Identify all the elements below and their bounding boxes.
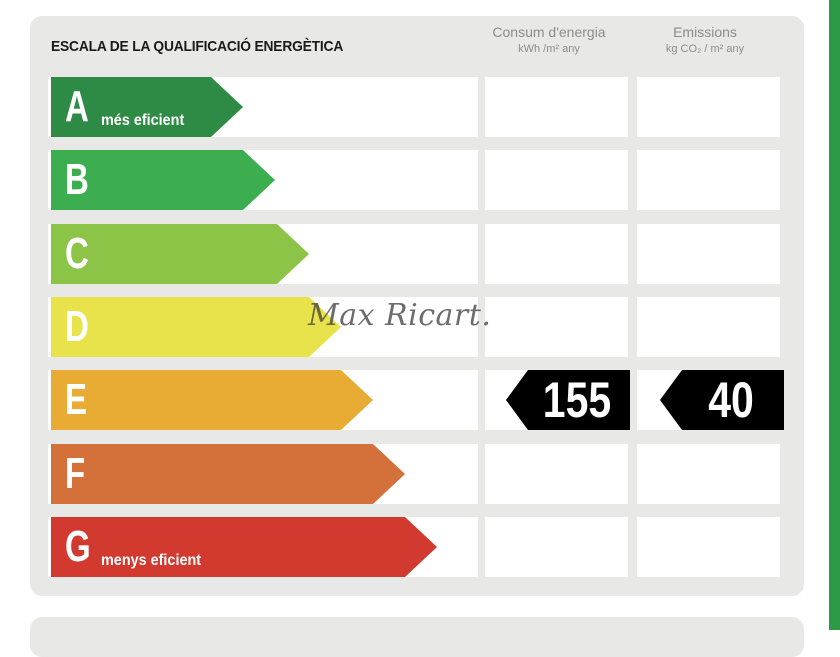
emissions-cell-b	[637, 150, 780, 210]
consumption-value-tag: 155	[506, 370, 630, 430]
rating-letter: B	[65, 155, 89, 204]
rating-note: més eficient	[101, 112, 185, 129]
rating-letter: G	[65, 522, 91, 571]
emissions-value-tag: 40	[660, 370, 784, 430]
emissions-cell-g	[637, 517, 780, 577]
emissions-label: Emissions	[673, 24, 737, 40]
watermark-signature: Max Ricart.	[308, 298, 492, 333]
consumption-cell-g	[485, 517, 628, 577]
consumption-cell-c	[485, 224, 628, 284]
rating-arrow-d: D	[51, 297, 341, 357]
rating-letter: E	[65, 375, 88, 424]
consumption-value-tag-value: 155	[542, 372, 612, 428]
emissions-cell-c	[637, 224, 780, 284]
consumption-cell-d	[485, 297, 628, 357]
rating-letter: C	[65, 229, 89, 278]
consumption-header: Consum d'energia kWh /m² any	[474, 24, 624, 55]
secondary-card	[30, 617, 804, 657]
rating-note: menys eficient	[101, 552, 202, 569]
rating-arrow-b: B	[51, 150, 275, 210]
rating-letter: A	[65, 82, 89, 131]
emissions-value-tag-value: 40	[708, 372, 754, 428]
consumption-cell-f	[485, 444, 628, 504]
green-border-strip	[829, 0, 840, 630]
rating-letter: D	[65, 302, 89, 351]
scale-title: ESCALA DE LA QUALIFICACIÓ ENERGÈTICA	[51, 38, 344, 55]
emissions-cell-a	[637, 77, 780, 137]
consumption-label: Consum d'energia	[492, 24, 606, 40]
consumption-unit: kWh /m² any	[518, 43, 580, 55]
emissions-cell-d	[637, 297, 780, 357]
emissions-cell-f	[637, 444, 780, 504]
consumption-cell-b	[485, 150, 628, 210]
rating-arrow-e: E	[51, 370, 373, 430]
rating-arrow-f: F	[51, 444, 405, 504]
emissions-header: Emissions kg CO₂ / m² any	[630, 24, 780, 55]
consumption-cell-a	[485, 77, 628, 137]
rating-arrow-c: C	[51, 224, 309, 284]
emissions-unit: kg CO₂ / m² any	[665, 43, 745, 55]
rating-letter: F	[65, 449, 86, 498]
